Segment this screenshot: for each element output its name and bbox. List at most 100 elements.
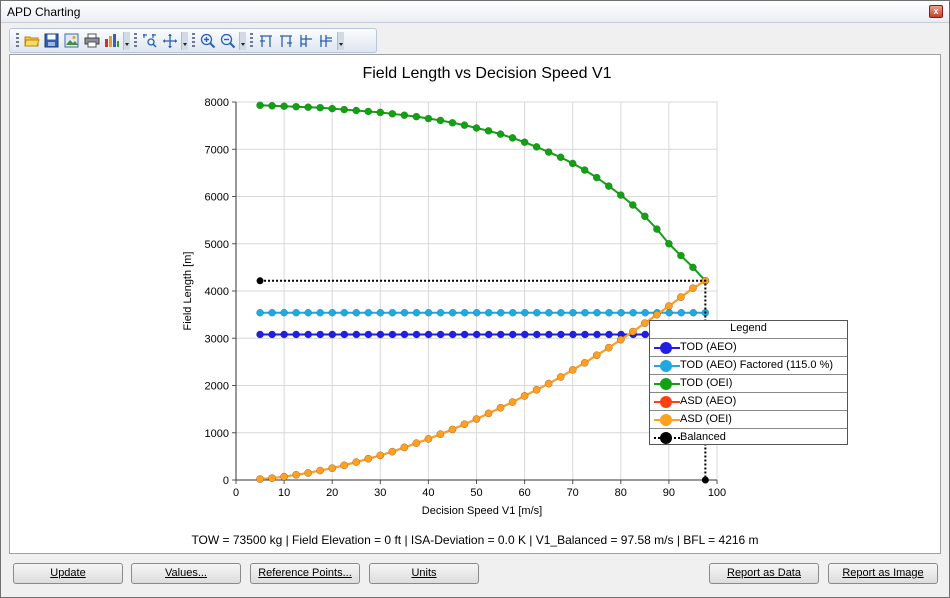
- data-point: [364, 308, 373, 317]
- y-axis-label: Field Length [m]: [182, 252, 194, 331]
- data-point: [484, 308, 493, 317]
- legend-swatch: [654, 432, 680, 444]
- data-point: [653, 225, 661, 233]
- data-point: [364, 454, 373, 463]
- legend-swatch: [654, 360, 680, 372]
- zoom-in-icon[interactable]: [199, 32, 216, 49]
- data-point: [376, 108, 385, 117]
- data-point: [340, 308, 349, 317]
- report-as-image-button-label: Report as Image: [842, 567, 924, 579]
- data-point: [460, 420, 469, 429]
- data-point: [412, 439, 421, 447]
- series-tod-oei: [256, 101, 710, 285]
- cursor-dropdown[interactable]: [337, 31, 344, 50]
- cursor-icon-3[interactable]: [297, 32, 314, 49]
- legend-label: ASD (OEI): [680, 413, 732, 425]
- data-point: [616, 191, 625, 199]
- data-point: [364, 107, 373, 116]
- series-tod-aeo-factored-115-0: [256, 308, 710, 317]
- data-point: [520, 138, 529, 147]
- open-folder-icon[interactable]: [23, 32, 40, 49]
- data-point: [388, 308, 397, 317]
- data-point: [568, 366, 577, 374]
- data-point: [520, 330, 529, 339]
- data-point: [556, 373, 565, 381]
- data-point: [628, 327, 637, 336]
- data-point: [304, 469, 312, 477]
- legend-label: TOD (AEO) Factored (115.0 %): [680, 359, 834, 371]
- legend-label: Balanced: [680, 431, 726, 443]
- chart-options-dropdown[interactable]: [123, 31, 130, 50]
- zoom-window-icon[interactable]: [141, 32, 158, 49]
- reference-points-button[interactable]: Reference Points...: [250, 563, 360, 584]
- report-as-image-button[interactable]: Report as Image: [828, 563, 938, 584]
- data-point: [292, 102, 300, 111]
- export-image-icon[interactable]: [63, 32, 80, 49]
- data-point: [569, 308, 577, 317]
- data-point: [328, 308, 337, 317]
- x-tick-label: 100: [708, 487, 726, 499]
- units-button[interactable]: Units: [369, 563, 479, 584]
- chart-icon[interactable]: [103, 32, 120, 49]
- x-tick-label: 70: [567, 487, 579, 499]
- title-bar: APD Charting x: [1, 1, 949, 23]
- close-button[interactable]: x: [929, 5, 943, 18]
- x-tick-label: 90: [663, 487, 675, 499]
- report-as-data-button[interactable]: Report as Data: [709, 563, 819, 584]
- navigation-dropdown[interactable]: [181, 31, 188, 50]
- data-point: [280, 308, 288, 317]
- data-point: [280, 102, 288, 111]
- values-button[interactable]: Values...: [131, 563, 241, 584]
- toolbar-grip-2[interactable]: [134, 32, 137, 49]
- data-point: [256, 475, 264, 483]
- cursor-icon-4[interactable]: [317, 32, 334, 49]
- data-point: [545, 308, 553, 317]
- data-point: [340, 105, 349, 114]
- data-point: [484, 409, 493, 418]
- legend-swatch: [654, 378, 680, 390]
- cursor-icon-1[interactable]: [257, 32, 274, 49]
- cursor-icon-2[interactable]: [277, 32, 294, 49]
- data-point: [677, 308, 686, 317]
- data-point: [532, 143, 541, 151]
- data-point: [689, 308, 698, 317]
- toolbar-grip[interactable]: [16, 32, 19, 49]
- data-point: [496, 330, 505, 339]
- data-point: [400, 308, 409, 317]
- data-point: [629, 308, 637, 317]
- data-point: [592, 351, 601, 360]
- data-point: [340, 330, 349, 339]
- toolbar-grip-3[interactable]: [192, 32, 195, 49]
- data-point: [532, 385, 541, 394]
- data-point: [328, 330, 337, 339]
- x-tick-label: 10: [278, 487, 290, 499]
- data-point: [605, 308, 613, 317]
- x-axis-label: Decision Speed V1 [m/s]: [422, 505, 542, 517]
- data-point: [544, 379, 553, 388]
- data-point: [436, 308, 445, 317]
- save-icon[interactable]: [43, 32, 60, 49]
- data-point: [496, 403, 505, 412]
- data-point: [520, 392, 529, 400]
- legend-entry-asd-oei: ASD (OEI): [650, 410, 847, 428]
- data-point: [581, 330, 589, 339]
- zoom-dropdown[interactable]: [239, 31, 246, 50]
- update-button[interactable]: Update: [13, 563, 123, 584]
- data-point: [689, 284, 697, 293]
- update-button-label: Update: [50, 567, 86, 579]
- data-point: [268, 101, 276, 110]
- zoom-out-icon[interactable]: [219, 32, 236, 49]
- data-point: [496, 308, 505, 317]
- data-point: [436, 116, 445, 125]
- pan-icon[interactable]: [161, 32, 178, 49]
- data-point: [472, 124, 481, 132]
- y-tick-label: 4000: [205, 286, 229, 298]
- toolbar-grip-4[interactable]: [250, 32, 253, 49]
- print-icon[interactable]: [83, 32, 100, 49]
- field-length-chart: Field Length vs Decision Speed V1 0 10 20 3…: [182, 65, 726, 517]
- data-point: [412, 330, 421, 339]
- data-point: [292, 470, 300, 479]
- data-point: [424, 435, 433, 443]
- balanced-line: [260, 279, 707, 480]
